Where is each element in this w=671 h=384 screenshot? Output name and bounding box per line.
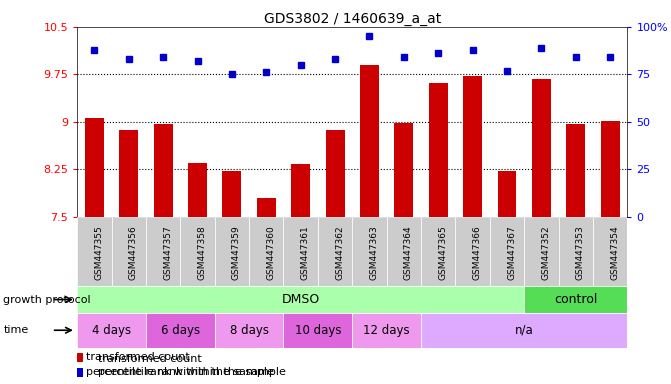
Bar (566, 124, 585, 217)
Bar (352, 217, 386, 286)
Bar (559, 217, 593, 286)
Bar (283, 313, 352, 348)
Text: percentile rank within the sample: percentile rank within the sample (91, 367, 285, 377)
Text: GSM447358: GSM447358 (197, 225, 207, 280)
Text: GSM447359: GSM447359 (232, 225, 241, 280)
Bar (215, 313, 283, 348)
Text: 6 days: 6 days (161, 324, 200, 337)
Bar (490, 217, 524, 286)
Text: time: time (3, 325, 29, 335)
Text: GSM447364: GSM447364 (404, 225, 413, 280)
Text: GSM447366: GSM447366 (472, 225, 482, 280)
Text: GSM447367: GSM447367 (507, 225, 516, 280)
Text: transformed count: transformed count (91, 354, 201, 364)
Text: control: control (554, 293, 597, 306)
Text: GSM447360: GSM447360 (266, 225, 275, 280)
Text: GSM447356: GSM447356 (129, 225, 138, 280)
Bar (85, 118, 104, 217)
Bar (111, 217, 146, 286)
Bar (77, 217, 111, 286)
Bar (283, 217, 318, 286)
Bar (386, 217, 421, 286)
Text: GSM447362: GSM447362 (335, 225, 344, 280)
Text: GSM447363: GSM447363 (370, 225, 378, 280)
Title: GDS3802 / 1460639_a_at: GDS3802 / 1460639_a_at (264, 12, 441, 26)
Bar (593, 217, 627, 286)
Bar (215, 217, 249, 286)
Text: 12 days: 12 days (364, 324, 410, 337)
Bar (524, 217, 558, 286)
Bar (421, 217, 456, 286)
Bar (395, 123, 413, 217)
Text: GSM447357: GSM447357 (163, 225, 172, 280)
Bar (77, 353, 83, 362)
Bar (223, 171, 242, 217)
Text: 8 days: 8 days (229, 324, 268, 337)
Text: GSM447361: GSM447361 (301, 225, 310, 280)
Bar (291, 164, 310, 217)
Text: GSM447365: GSM447365 (438, 225, 448, 280)
Bar (601, 121, 619, 217)
Bar (421, 313, 627, 348)
Text: transformed count: transformed count (86, 352, 190, 362)
Bar (249, 217, 283, 286)
Bar (352, 313, 421, 348)
Bar (146, 313, 215, 348)
Text: 10 days: 10 days (295, 324, 341, 337)
Text: GSM447355: GSM447355 (95, 225, 103, 280)
Bar (532, 79, 551, 217)
Text: n/a: n/a (515, 324, 533, 337)
Bar (119, 129, 138, 217)
Bar (429, 83, 448, 217)
Text: growth protocol: growth protocol (3, 295, 91, 305)
Text: GSM447353: GSM447353 (576, 225, 585, 280)
Bar (77, 313, 146, 348)
Text: GSM447352: GSM447352 (541, 225, 550, 280)
Bar (318, 217, 352, 286)
Bar (154, 124, 172, 217)
Bar (257, 198, 276, 217)
Bar (325, 130, 344, 217)
Text: GSM447354: GSM447354 (610, 225, 619, 280)
Bar (180, 217, 215, 286)
Bar (463, 76, 482, 217)
Bar (456, 217, 490, 286)
Bar (498, 171, 517, 217)
Bar (77, 286, 524, 313)
Bar (188, 163, 207, 217)
Text: percentile rank within the sample: percentile rank within the sample (86, 367, 274, 377)
Text: 4 days: 4 days (92, 324, 131, 337)
Bar (77, 368, 83, 377)
Bar (524, 286, 627, 313)
Bar (360, 65, 379, 217)
Bar (146, 217, 180, 286)
Text: DMSO: DMSO (282, 293, 320, 306)
